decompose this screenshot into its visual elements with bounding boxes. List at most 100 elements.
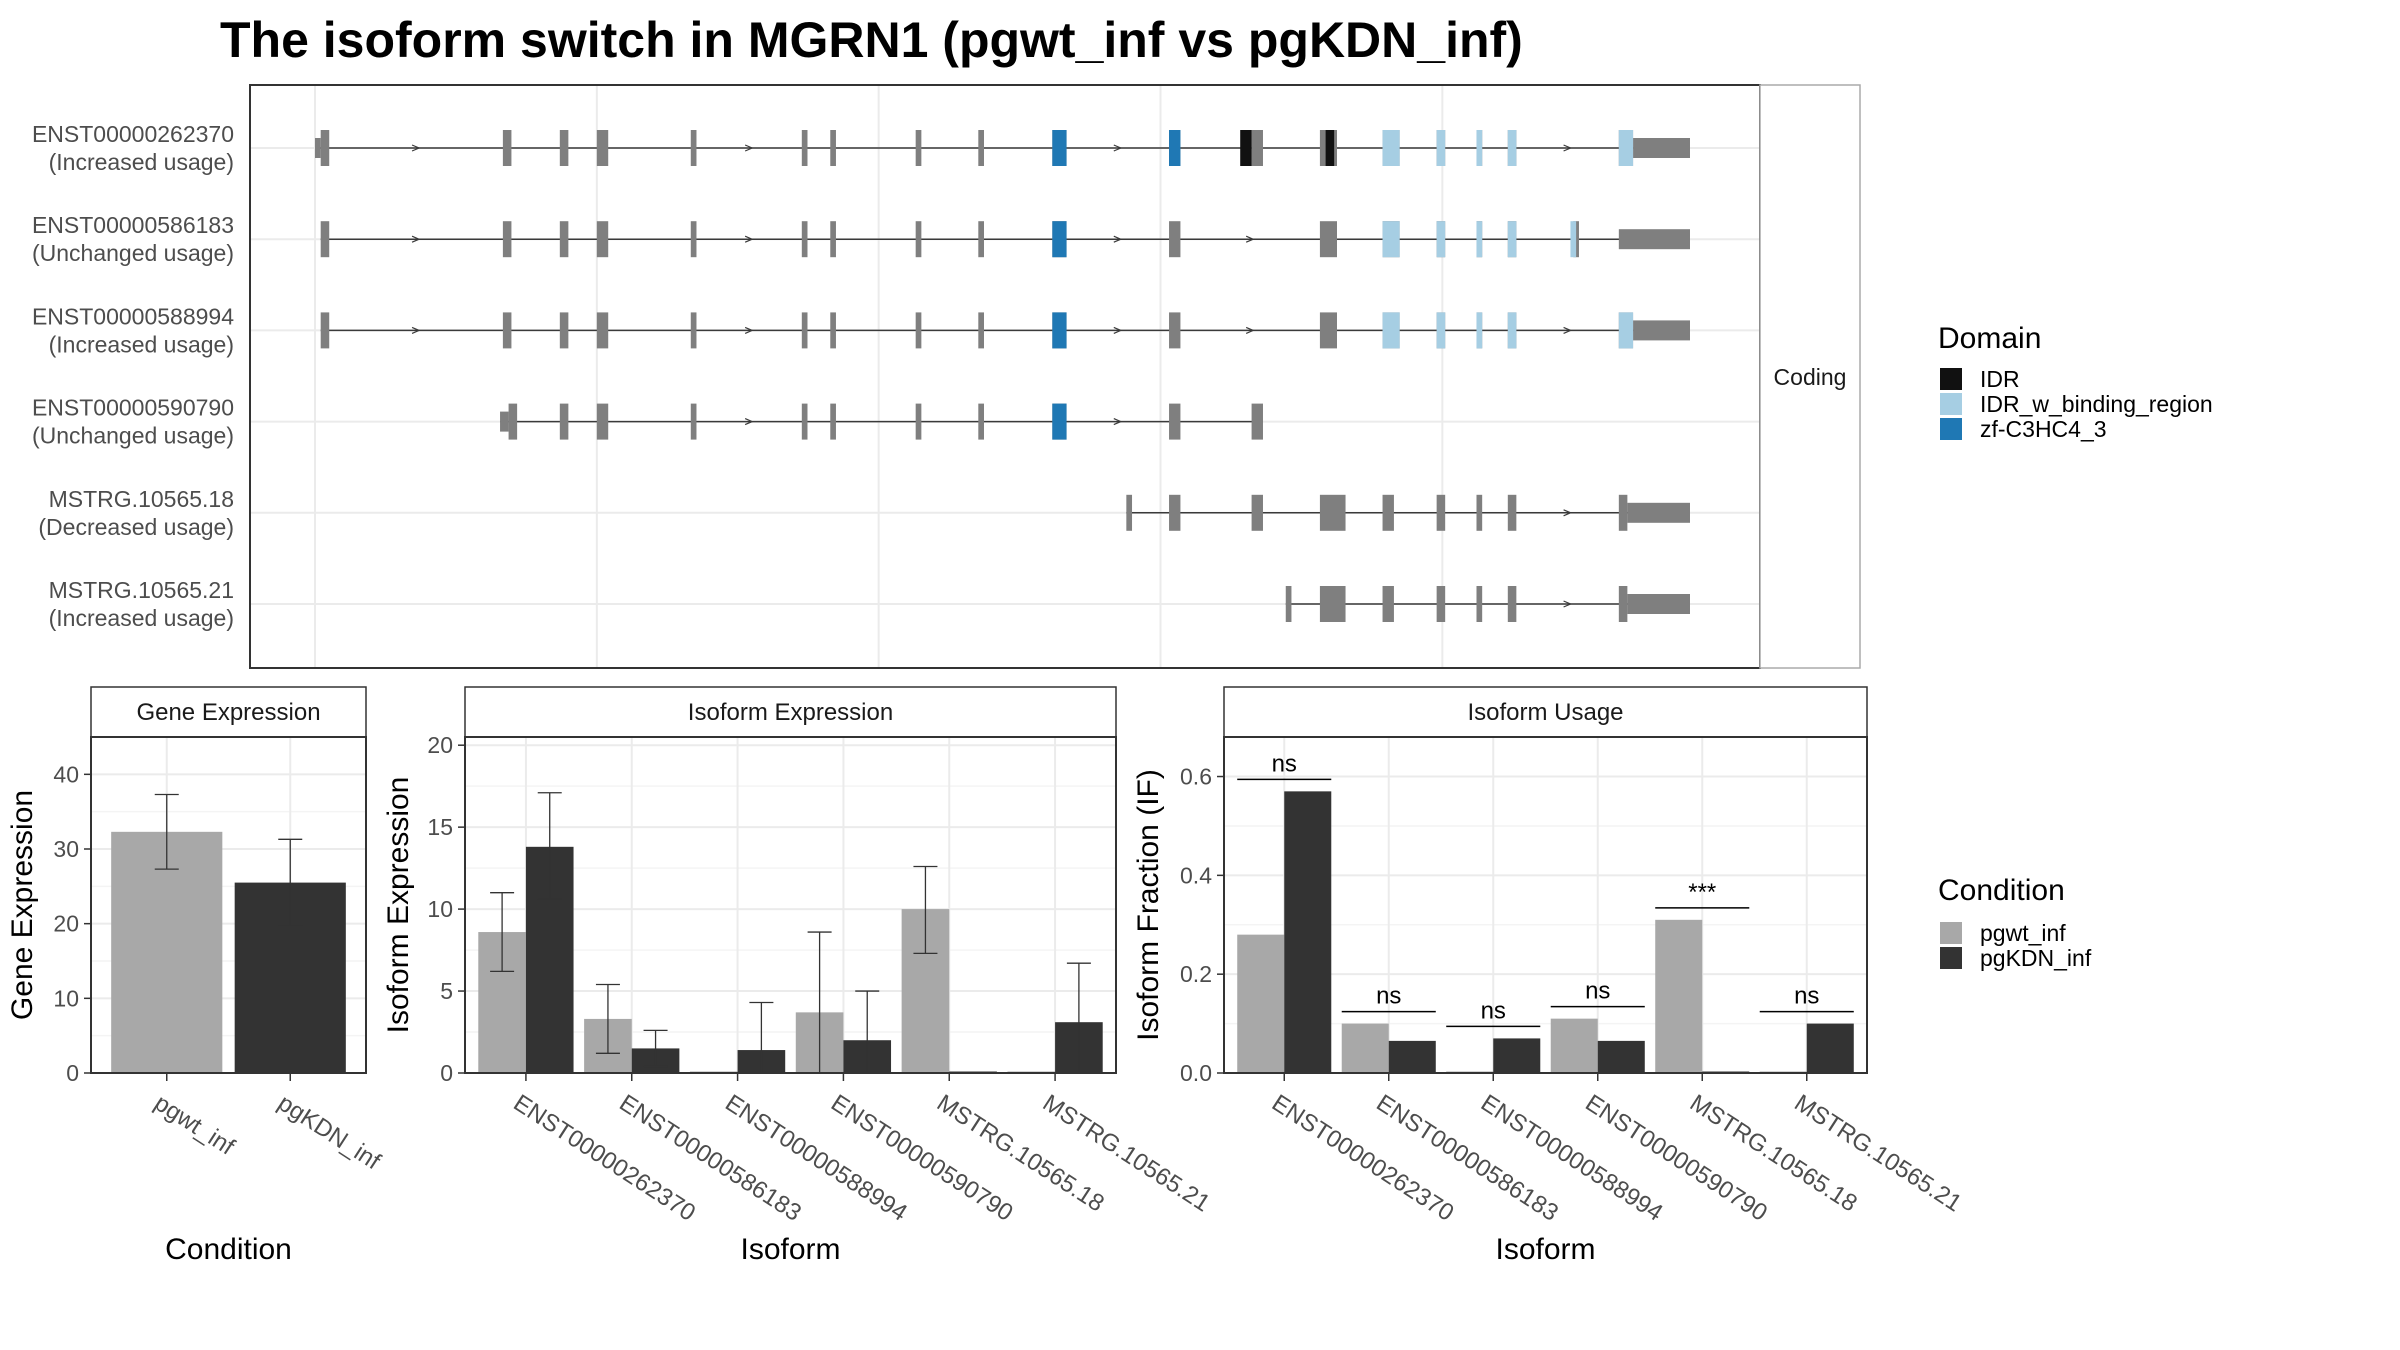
panel-border bbox=[1223, 736, 1868, 1074]
coding-exon bbox=[801, 130, 808, 166]
condition-legend-title: Condition bbox=[1938, 874, 2065, 907]
intron-arrow bbox=[1113, 326, 1123, 334]
bar-pgwt-inf bbox=[1237, 934, 1285, 1073]
coding-exon bbox=[320, 312, 330, 349]
coding-exon bbox=[1436, 494, 1446, 531]
coding-exon bbox=[801, 221, 808, 258]
y-tick-label: 0.4 bbox=[1180, 862, 1212, 888]
coding-exon bbox=[690, 221, 697, 258]
domain-legend-key bbox=[1940, 418, 1962, 440]
coding-exon bbox=[559, 312, 569, 349]
intron-arrow bbox=[744, 235, 754, 243]
coding-exon bbox=[1169, 221, 1181, 258]
y-axis-title: Gene Expression bbox=[6, 790, 39, 1020]
coding-strip-label: Coding bbox=[1774, 364, 1847, 390]
utr-exon bbox=[1627, 594, 1690, 614]
domain-idr-w-binding-region bbox=[1507, 130, 1517, 166]
intron-arrow bbox=[411, 235, 421, 243]
coding-exon bbox=[830, 312, 836, 349]
x-tick-label: ENST00000586183 bbox=[1371, 1089, 1563, 1226]
coding-exon bbox=[830, 221, 836, 258]
coding-exon bbox=[559, 403, 569, 440]
transcript-id-label: ENST00000588994 bbox=[32, 303, 234, 329]
domain-legend-key bbox=[1940, 368, 1962, 390]
coding-exon bbox=[559, 221, 569, 258]
coding-exon bbox=[978, 221, 984, 258]
utr-exon bbox=[315, 138, 321, 158]
x-tick-label: MSTRG.10565.21 bbox=[1038, 1089, 1215, 1217]
y-tick-label: 0.6 bbox=[1180, 764, 1212, 790]
transcript-usage-label: (Increased usage) bbox=[49, 331, 234, 357]
domain-idr bbox=[1240, 130, 1252, 166]
domain-idr-w-binding-region bbox=[1618, 130, 1634, 166]
utr-exon bbox=[1618, 229, 1690, 250]
coding-exon bbox=[596, 403, 609, 440]
y-tick-label: 15 bbox=[427, 814, 453, 840]
significance-label: ns bbox=[1376, 983, 1401, 1010]
coding-exon bbox=[1251, 130, 1263, 166]
domain-zf-c3hc4-3 bbox=[1052, 130, 1067, 166]
y-tick-label: 5 bbox=[440, 978, 453, 1004]
y-tick-label: 0 bbox=[66, 1060, 79, 1086]
coding-exon bbox=[690, 130, 697, 166]
domain-idr bbox=[1325, 130, 1335, 166]
domain-idr-w-binding-region bbox=[1570, 221, 1577, 258]
intron-arrow bbox=[1563, 326, 1573, 334]
coding-exon bbox=[320, 221, 330, 258]
transcript-usage-label: (Unchanged usage) bbox=[32, 423, 234, 449]
panel-border bbox=[90, 736, 367, 1074]
intron-arrow bbox=[411, 144, 421, 152]
domain-idr-w-binding-region bbox=[1436, 221, 1446, 258]
x-tick-label: ENST00000262370 bbox=[509, 1089, 701, 1226]
gene-expression-panel: Gene Expression 0 10 20 30 40 pgwt_inf pgKDN_in… bbox=[6, 686, 385, 1266]
bar-pgKDN-inf bbox=[1597, 1040, 1645, 1073]
domain-zf-c3hc4-3 bbox=[1052, 403, 1067, 440]
coding-exon bbox=[502, 221, 512, 258]
coding-exon bbox=[596, 312, 609, 349]
y-tick-label: 10 bbox=[427, 896, 453, 922]
y-tick-label: 40 bbox=[53, 761, 79, 787]
coding-exon bbox=[1436, 586, 1446, 622]
transcript-id-label: MSTRG.10565.21 bbox=[49, 577, 234, 603]
coding-exon bbox=[1169, 403, 1181, 440]
intron-arrow bbox=[1563, 600, 1573, 608]
domain-idr-w-binding-region bbox=[1476, 312, 1483, 349]
transcript-usage-label: (Increased usage) bbox=[49, 149, 234, 175]
domain-idr-w-binding-region bbox=[1507, 312, 1517, 349]
coding-exon bbox=[1169, 312, 1181, 349]
bar-pgwt-inf bbox=[111, 831, 223, 1073]
domain-idr-w-binding-region bbox=[1476, 221, 1483, 258]
transcript-id-label: ENST00000590790 bbox=[32, 395, 234, 421]
intron-arrow bbox=[1563, 509, 1573, 517]
coding-exon bbox=[1319, 586, 1346, 622]
y-tick-label: 20 bbox=[53, 911, 79, 937]
y-tick-label: 30 bbox=[53, 836, 79, 862]
bar-pgKDN-inf bbox=[1493, 1038, 1541, 1073]
coding-exon bbox=[1285, 586, 1292, 622]
y-tick-label: 20 bbox=[427, 732, 453, 758]
x-axis-title: Condition bbox=[165, 1233, 292, 1266]
domain-legend-label: IDR bbox=[1980, 366, 2020, 392]
panel-strip-title: Isoform Expression bbox=[688, 699, 893, 726]
bar-pgKDN-inf bbox=[1284, 791, 1332, 1073]
x-tick-label: pgKDN_inf bbox=[273, 1089, 385, 1175]
utr-exon bbox=[500, 411, 509, 432]
structure-plot-background bbox=[250, 85, 1760, 668]
domain-idr-w-binding-region bbox=[1507, 221, 1517, 258]
intron-arrow bbox=[1563, 144, 1573, 152]
coding-exon bbox=[1618, 494, 1628, 531]
intron-arrow bbox=[1113, 144, 1123, 152]
condition-legend-key bbox=[1940, 922, 1962, 944]
intron-arrow bbox=[1245, 326, 1255, 334]
coding-exon bbox=[915, 130, 922, 166]
domain-idr-w-binding-region bbox=[1382, 312, 1400, 349]
coding-exon bbox=[830, 403, 836, 440]
x-tick-label: ENST00000262370 bbox=[1267, 1089, 1459, 1226]
coding-exon bbox=[596, 221, 609, 258]
coding-exon bbox=[830, 130, 836, 166]
coding-exon bbox=[978, 130, 984, 166]
isoform-usage-panel: Isoform Usage 0.0 0.2 0.4 0.6 ns ENST000002623… bbox=[1132, 686, 1966, 1266]
coding-exon bbox=[1507, 494, 1517, 531]
